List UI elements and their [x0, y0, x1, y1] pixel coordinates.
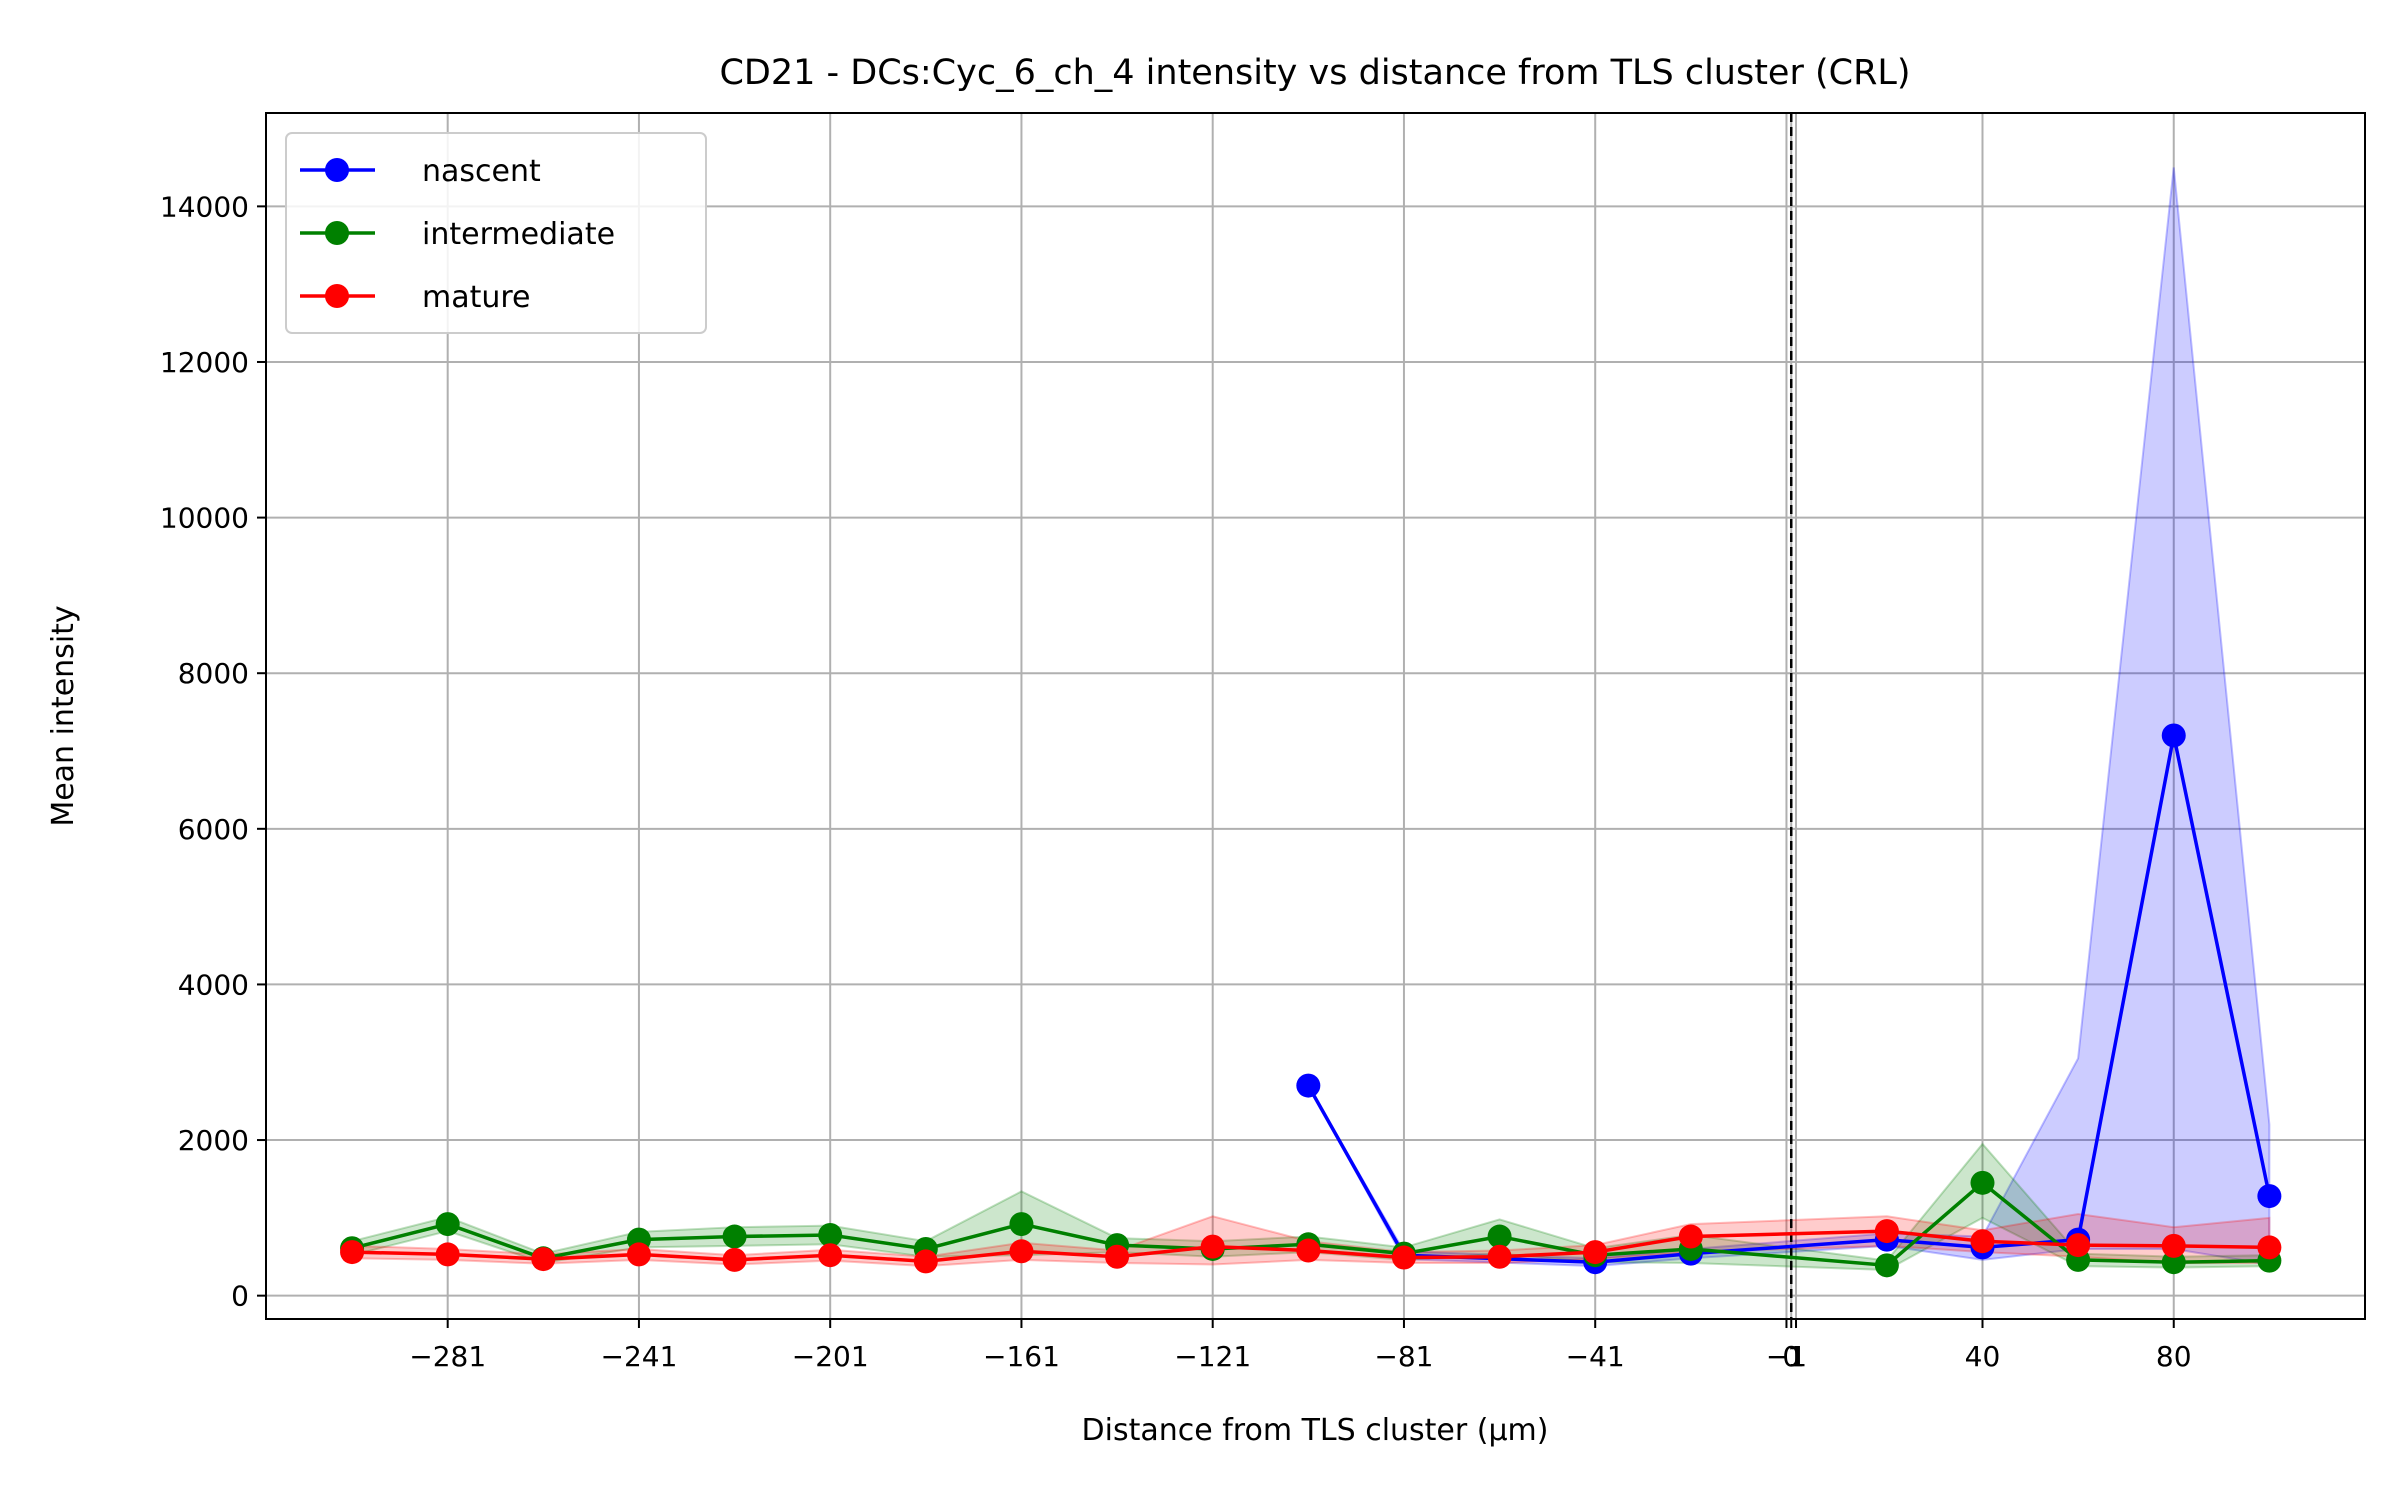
grid-layer [266, 113, 2365, 1319]
y-tick-label: 14000 [160, 190, 249, 223]
chart-title: CD21 - DCs:Cyc_6_ch_4 intensity vs dista… [719, 53, 1910, 93]
y-tick-label: 10000 [160, 502, 249, 535]
legend-swatch-marker [325, 158, 349, 182]
x-tick-label: −1 [1766, 1340, 1807, 1373]
mature-point [626, 1242, 651, 1267]
mature-point [1009, 1239, 1034, 1264]
mature-point [818, 1243, 843, 1268]
mature-point [435, 1242, 460, 1267]
legend-swatch-marker [325, 284, 349, 308]
intermediate-point [722, 1224, 747, 1249]
mature-point [1583, 1240, 1608, 1265]
intermediate-point [1487, 1224, 1512, 1249]
intermediate-point [1009, 1212, 1034, 1237]
tick-layer: 0 2000 4000 6000 8000 10000 12000 14000 −281 −241… [160, 190, 2192, 1373]
mature-point [1391, 1245, 1416, 1270]
y-tick-label: 6000 [178, 813, 249, 846]
y-axis-label: Mean intensity [46, 605, 81, 826]
mature-point [340, 1240, 365, 1265]
legend-swatch-marker [325, 221, 349, 245]
x-tick-label: −81 [1374, 1340, 1433, 1373]
mature-point [722, 1247, 747, 1272]
nascent-point [2161, 723, 2186, 748]
mature-point [1200, 1234, 1225, 1259]
plot-frame [265, 112, 2366, 1320]
mature-point [1874, 1219, 1899, 1244]
legend-box [285, 132, 707, 334]
y-tick-label: 8000 [178, 657, 249, 690]
mature-line [352, 1229, 2270, 1264]
x-tick-label: 0 [1782, 1340, 1800, 1373]
y-tick-label: 12000 [160, 346, 249, 379]
x-tick-label: −121 [1174, 1340, 1251, 1373]
nascent-band [1307, 167, 2271, 1268]
x-tick-label: −201 [792, 1340, 869, 1373]
mature-point [1678, 1224, 1703, 1249]
intermediate-point [1874, 1253, 1899, 1278]
intermediate-line [351, 1180, 2270, 1268]
x-axis-label: Distance from TLS cluster (μm) [1082, 1413, 1549, 1448]
y-tick-label: 0 [231, 1280, 249, 1313]
mature-point [531, 1247, 556, 1272]
intermediate-point [818, 1222, 843, 1247]
series-layer [340, 723, 2282, 1278]
nascent-point [2257, 1184, 2282, 1209]
legend-label-nascent: nascent [422, 154, 541, 189]
mature-point [1487, 1244, 1512, 1269]
x-tick-label: −281 [409, 1340, 486, 1373]
y-tick-label: 2000 [178, 1124, 249, 1157]
y-tick-label: 4000 [178, 968, 249, 1001]
legend-label-intermediate: intermediate [422, 217, 615, 252]
x-tick-label: 40 [1965, 1340, 2001, 1373]
x-tick-label: −161 [983, 1340, 1060, 1373]
nascent-point [1296, 1073, 1321, 1098]
mature-point [913, 1249, 938, 1274]
x-tick-label: −241 [600, 1340, 677, 1373]
mature-point [1970, 1229, 1995, 1254]
legend-label-mature: mature [422, 280, 531, 315]
mature-point [2257, 1235, 2282, 1260]
x-tick-label: 80 [2156, 1340, 2192, 1373]
x-tick-label: −41 [1566, 1340, 1625, 1373]
x-tick-label: 1 [1787, 1340, 1805, 1373]
intermediate-point [1970, 1170, 1995, 1195]
mature-point [1296, 1238, 1321, 1263]
intermediate-point [435, 1212, 460, 1237]
mature-point [2066, 1233, 2091, 1258]
mature-point [1105, 1244, 1130, 1269]
legend: nascent intermediate mature [285, 132, 707, 334]
mature-point [2161, 1233, 2186, 1258]
